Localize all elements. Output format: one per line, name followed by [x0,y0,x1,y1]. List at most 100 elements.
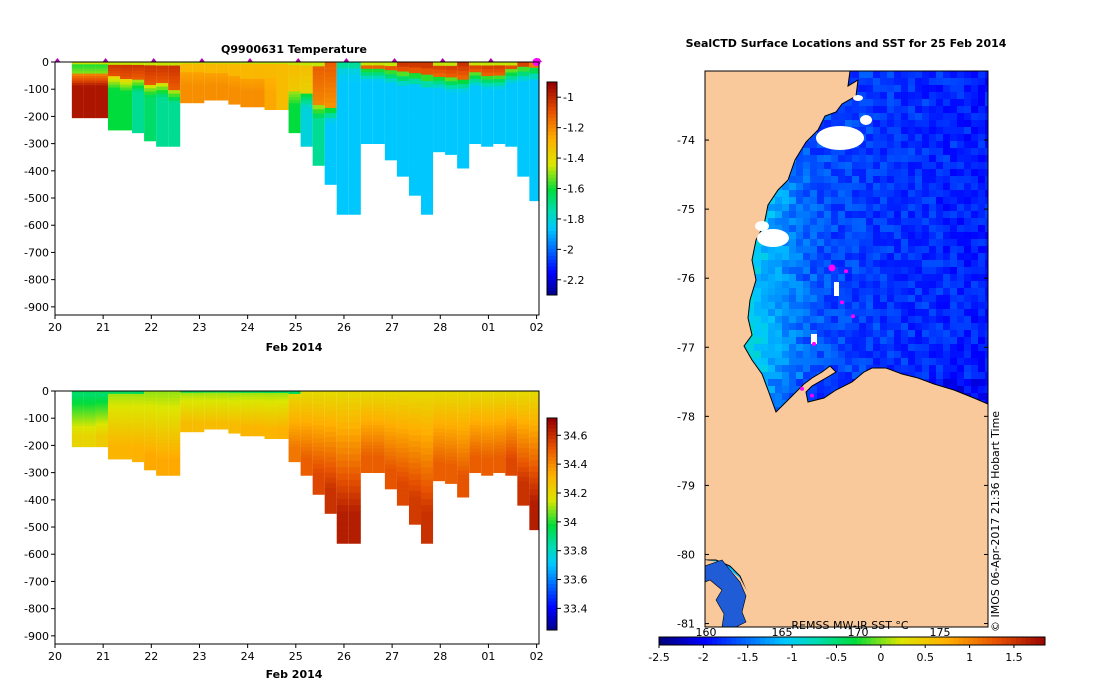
sst-cell [859,302,867,310]
temperature-cell [132,76,145,81]
sst-cell [859,365,867,373]
sst-cell [971,204,979,212]
salinity-cell [83,397,96,401]
sst-cell [761,372,769,380]
sst-cell [978,344,986,352]
temperature-cell [144,88,157,92]
temperature-cell [180,79,193,82]
sst-cell [971,295,979,303]
temperature-cell [360,68,373,73]
sst-cell [943,155,951,163]
salinity-cell [336,454,349,462]
colorbar-tick-label: 34.2 [563,487,588,500]
salinity-cell [421,467,434,474]
sst-cell [922,309,930,317]
temperature-cell [493,102,506,107]
temperature-cell [95,89,108,93]
temperature-cell [204,81,217,84]
temperature-cell [120,62,133,66]
temperature-cell [204,92,217,95]
salinity-cell [240,402,253,405]
salinity-cell [252,424,265,427]
salinity-cell [216,417,229,420]
salinity-cell [384,411,397,416]
salinity-cell [71,400,84,404]
temperature-cell [457,128,470,134]
sst-cell [922,106,930,114]
sst-cell [768,246,776,254]
salinity-cell [481,408,494,413]
sst-cell [908,78,916,86]
sst-cell [943,204,951,212]
temperature-cell [288,120,301,125]
temperature-cell [204,66,217,69]
temperature-cell [457,88,470,94]
salinity-cell [421,517,434,525]
salinity-cell [240,396,253,399]
temperature-cell [457,132,470,138]
salinity-cell [408,513,422,520]
salinity-cell [336,441,349,449]
temperature-cell [505,104,518,109]
sst-cell [775,190,783,198]
salinity-cell [324,416,337,423]
temperature-cell [288,76,301,81]
salinity-cell [505,464,518,469]
temperature-cell [360,79,373,83]
sst-cell [866,351,874,359]
temperature-cell [288,67,301,72]
sst-cell [782,330,790,338]
temperature-cell [204,95,217,98]
sst-cell [901,155,909,163]
sst-cell [803,204,811,212]
temperature-cell [493,123,506,128]
colorbar-swatch [547,439,557,444]
salinity-cell [264,394,277,398]
temperature-cell [493,89,506,94]
salinity-cell [457,413,470,418]
temperature-cell [421,112,434,120]
sst-cell [915,274,923,282]
sst-cell [894,78,902,86]
salinity-cell [276,432,289,436]
sst-cell [782,260,790,268]
temperature-cell [469,106,482,111]
temperature-cell [252,88,265,91]
sst-cell [950,309,958,317]
salinity-cell [276,410,289,414]
sst-cell [971,309,979,317]
salinity-cell [168,471,181,476]
sst-cell [831,344,839,352]
sst-cell [852,204,860,212]
sst-cell [866,162,874,170]
temperature-cell [204,74,217,77]
salinity-cell [481,454,494,459]
temperature-cell [517,128,530,134]
salinity-cell [517,400,530,406]
sst-cell [936,260,944,268]
y-tick-label: -900 [24,301,49,314]
temperature-cell [192,79,205,82]
sst-cell [908,169,916,177]
sst-cell [768,295,776,303]
salinity-cell [156,398,169,402]
salinity-cell [469,459,482,463]
sst-cell [754,267,762,275]
temperature-cell [372,106,385,111]
sst-cell [915,246,923,254]
salinity-cell [276,422,289,426]
temperature-cell [252,90,265,93]
temperature-cell [469,109,482,114]
salinity-cell [396,438,409,444]
salinity-cell [457,479,470,485]
x-tick-label: 23 [192,321,206,334]
temperature-cell [457,123,470,129]
temperature-cell [120,107,133,111]
sst-cell [768,267,776,275]
temperature-cell [168,121,181,126]
salinity-cell [240,428,253,431]
sst-cell [971,162,979,170]
sst-cell [838,274,846,282]
salinity-cell [168,415,181,420]
temperature-cell [168,132,181,137]
